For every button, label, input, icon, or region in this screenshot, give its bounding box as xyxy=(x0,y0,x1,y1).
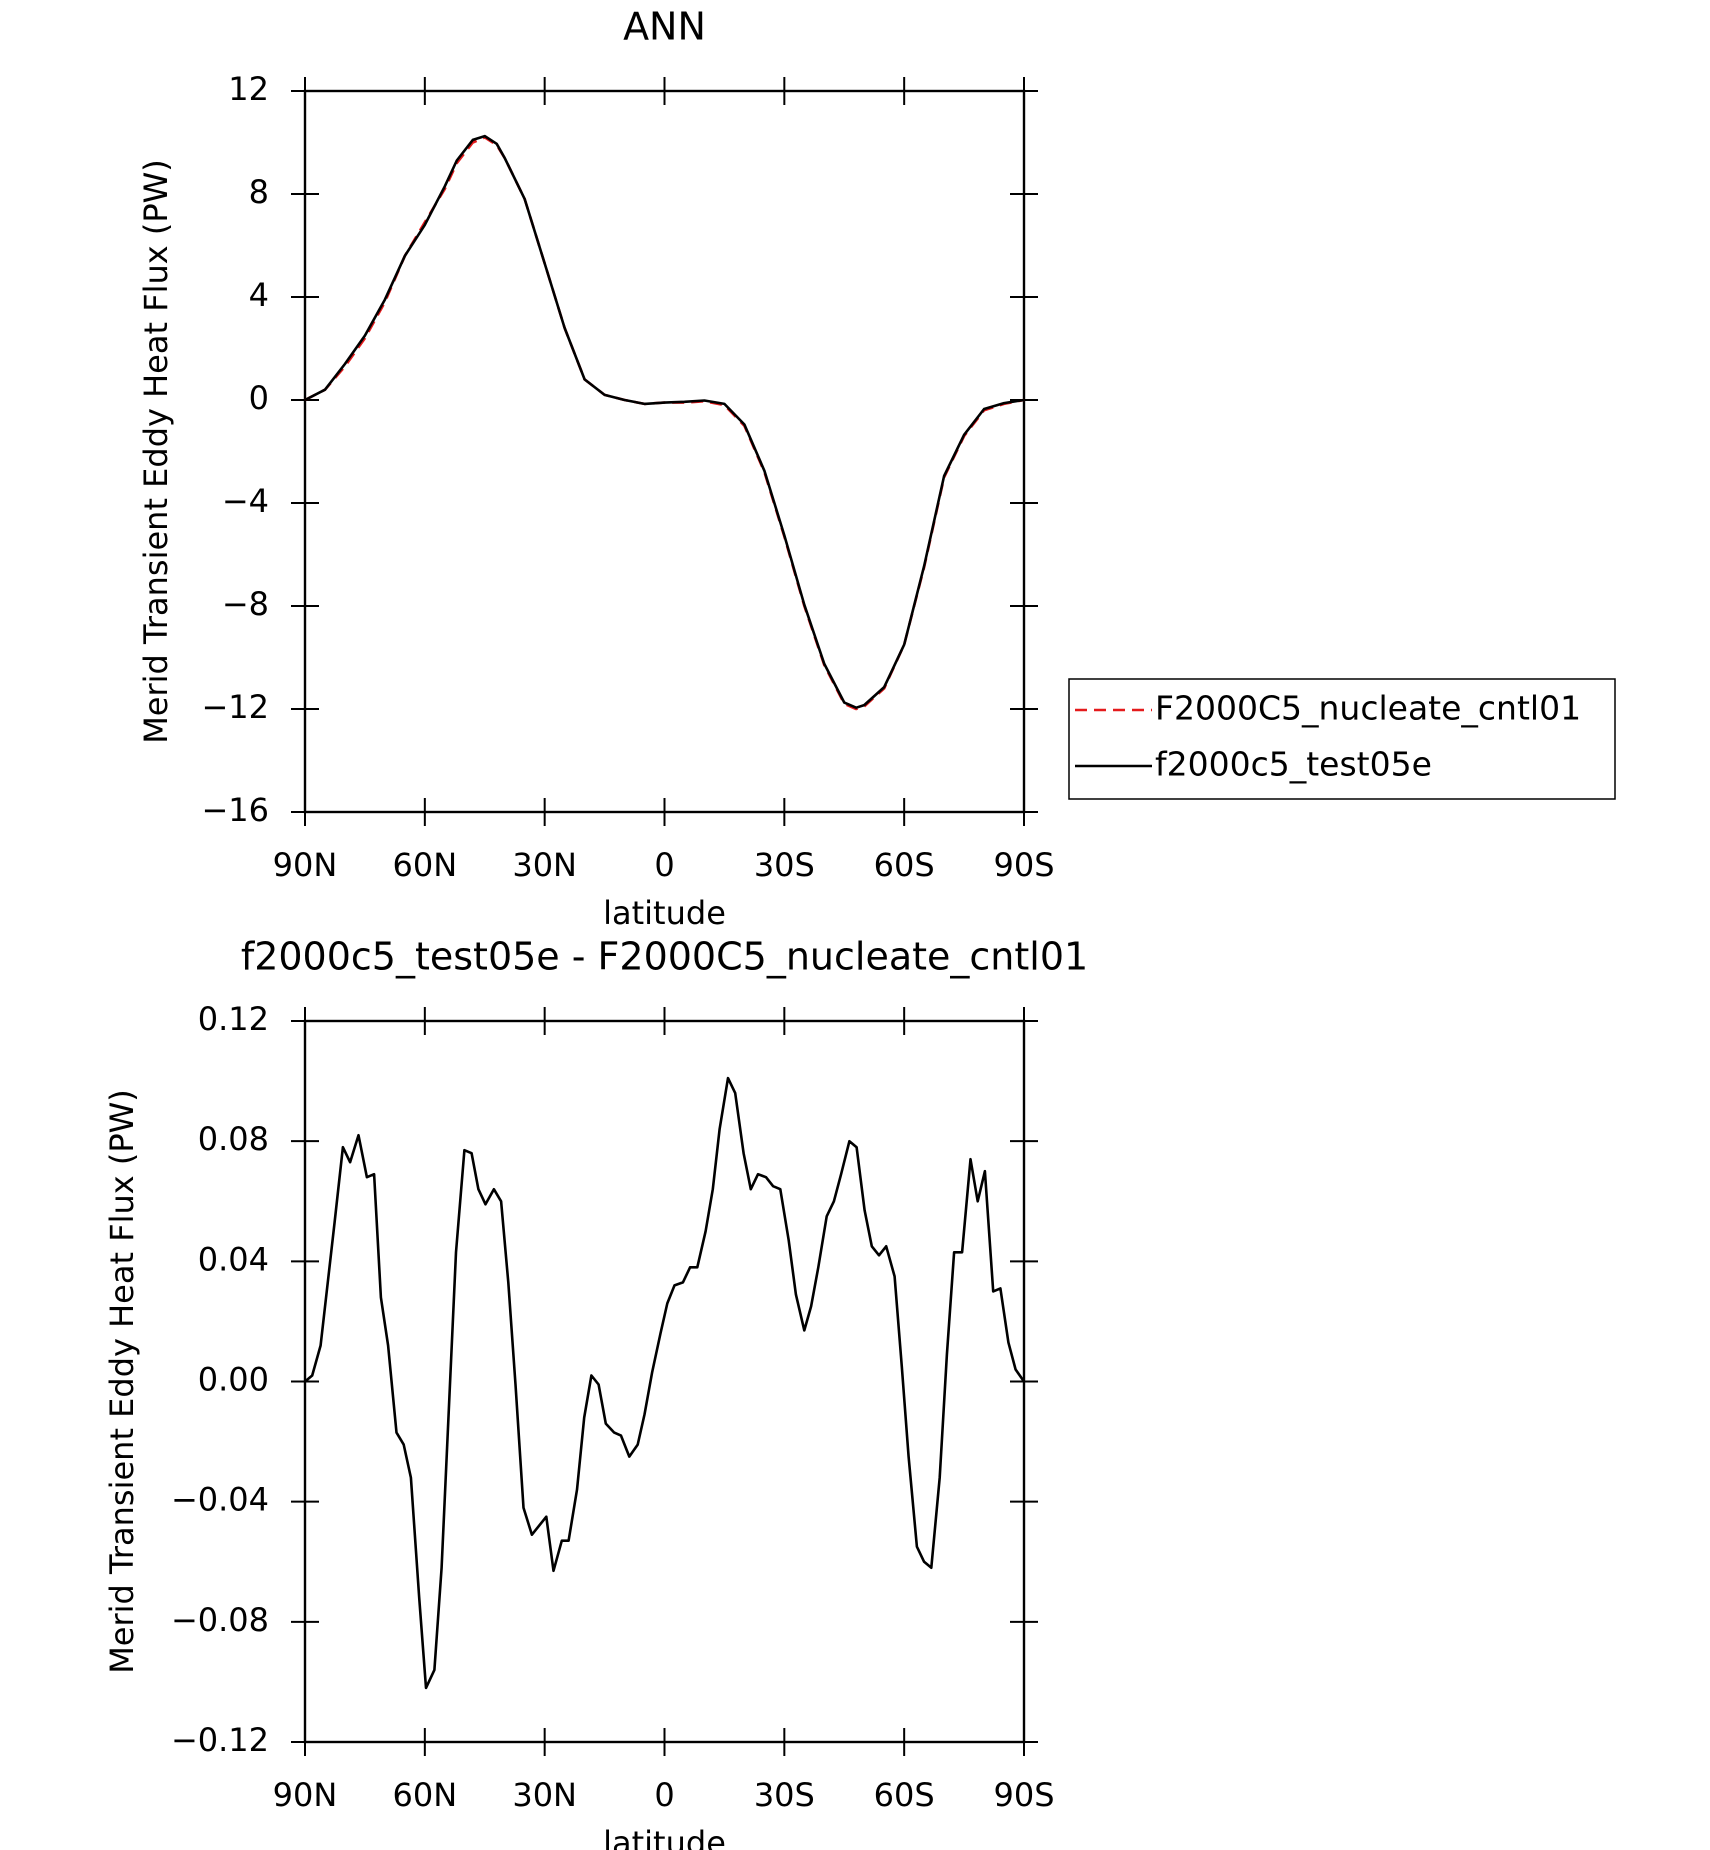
x-axis-label: latitude xyxy=(603,894,726,932)
x-tick-label: 30S xyxy=(754,846,815,884)
x-tick-label: 30N xyxy=(512,846,577,884)
y-tick-label: −4 xyxy=(222,482,269,520)
x-tick-label: 0 xyxy=(654,846,674,884)
y-axis-label: Merid Transient Eddy Heat Flux (PW) xyxy=(137,159,175,744)
y-tick-label: 8 xyxy=(249,173,269,211)
y-tick-label: 0.12 xyxy=(198,1000,269,1038)
series-line xyxy=(304,1076,1026,1690)
x-tick-label: 90N xyxy=(273,846,338,884)
x-tick-label: 90S xyxy=(993,1776,1054,1814)
x-tick-label: 60S xyxy=(874,1776,935,1814)
y-tick-label: 0.04 xyxy=(198,1240,269,1278)
legend-box xyxy=(1068,678,1616,800)
y-tick-label: 0 xyxy=(249,379,269,417)
series-line xyxy=(304,136,1025,711)
plot-frame xyxy=(303,89,1026,814)
y-tick-label: −0.04 xyxy=(171,1481,269,1519)
chart-title: f2000c5_test05e - F2000C5_nucleate_cntl0… xyxy=(241,935,1088,979)
y-tick-label: −0.08 xyxy=(171,1601,269,1639)
x-tick-label: 90N xyxy=(273,1776,338,1814)
x-tick-label: 60N xyxy=(393,1776,458,1814)
y-axis-label: Merid Transient Eddy Heat Flux (PW) xyxy=(103,1089,141,1674)
y-tick-label: −8 xyxy=(222,585,269,623)
y-tick-label: 0.00 xyxy=(198,1361,269,1399)
y-tick-label: −0.12 xyxy=(171,1721,269,1759)
x-tick-label: 30N xyxy=(512,1776,577,1814)
x-tick-label: 30S xyxy=(754,1776,815,1814)
x-tick-label: 60N xyxy=(393,846,458,884)
x-tick-label: 60S xyxy=(874,846,935,884)
chart-title: ANN xyxy=(623,5,706,49)
y-tick-label: −16 xyxy=(201,791,269,829)
legend-label: F2000C5_nucleate_cntl01 xyxy=(1155,689,1581,728)
x-axis-label: latitude xyxy=(603,1824,726,1850)
x-tick-label: 90S xyxy=(993,846,1054,884)
y-tick-label: 12 xyxy=(228,70,269,108)
legend-label: f2000c5_test05e xyxy=(1155,745,1432,784)
y-tick-label: 0.08 xyxy=(198,1120,269,1158)
x-tick-label: 0 xyxy=(654,1776,674,1814)
plot-frame xyxy=(303,1019,1026,1744)
series-line xyxy=(304,134,1025,709)
y-tick-label: −12 xyxy=(201,688,269,726)
y-tick-label: 4 xyxy=(249,276,269,314)
